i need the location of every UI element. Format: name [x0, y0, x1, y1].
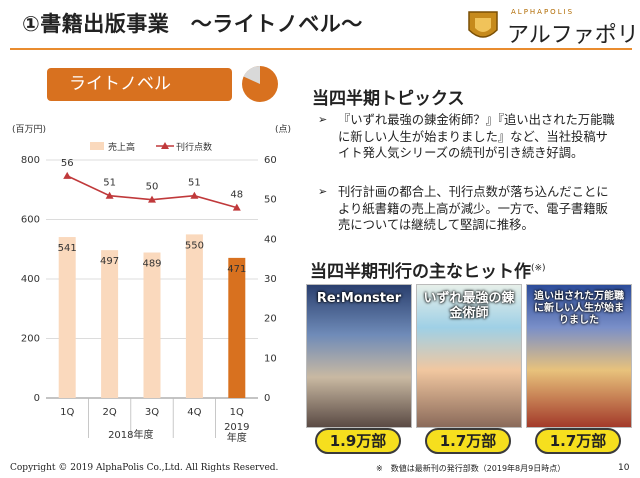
arrow-bullet-icon: ➢ — [318, 113, 328, 126]
y-right-tick-label: 10 — [264, 353, 277, 364]
line-point — [148, 195, 156, 203]
section-badge: ライトノベル — [47, 68, 232, 101]
y-right-tick-label: 0 — [264, 393, 270, 404]
share-pie-icon — [242, 65, 278, 102]
page-title: ①書籍出版事業 ～ライトノベル～ — [22, 12, 363, 36]
topics-heading: 当四半期トピックス — [312, 89, 465, 109]
bars — [58, 234, 246, 398]
bar — [185, 234, 203, 398]
copyright-text: Copyright © 2019 AlphaPolis Co.,Ltd. All… — [10, 463, 279, 473]
y-left-tick-label: 200 — [21, 334, 40, 345]
x-group-label: 年度 — [227, 431, 247, 444]
company-logo: ALPHAPOLIS アルファポリス — [465, 8, 640, 48]
bar — [58, 237, 76, 398]
y-right-tick-label: 20 — [264, 314, 277, 325]
x-group-label: 2018年度 — [108, 428, 153, 441]
y-right-tick-label: 50 — [264, 195, 277, 206]
line-point — [63, 171, 72, 179]
y-left-tick-label: 600 — [21, 215, 40, 226]
y-axis-left-label: (百万円) — [12, 124, 46, 135]
y-right-tick-label: 60 — [264, 155, 277, 166]
y-right-tick-label: 40 — [264, 234, 277, 245]
line-point — [190, 191, 199, 199]
y-left-tick-label: 0 — [34, 393, 40, 404]
sales-chart: (百万円) (点) 売上高 刊行点数 0 200 400 600 800 0 10 20 30 4… — [12, 124, 291, 444]
x-tick-label: 1Q — [230, 407, 244, 418]
sales-pill: 1.7万部 — [535, 428, 621, 454]
legend-swatch-bar — [90, 142, 104, 150]
x-tick-label: 4Q — [187, 407, 201, 418]
line-point — [105, 191, 114, 199]
book-cover-2: いずれ最強の錬金術師 — [416, 284, 522, 428]
topic-bullet: ➢ 刊行計画の都合上、刊行点数が落ち込んだことにより紙書籍の売上高が減少。一方で… — [318, 184, 618, 234]
hits-heading-text: 当四半期刊行の主なヒット作 — [310, 262, 531, 282]
bar-value-label: 471 — [227, 264, 246, 275]
x-group-label: 2019 — [224, 422, 249, 433]
x-tick-label: 1Q — [60, 407, 74, 418]
hits-note-mark: (※) — [531, 263, 546, 274]
bar-value-label: 541 — [58, 243, 77, 254]
y-left-tick-label: 800 — [21, 155, 40, 166]
legend: 売上高 刊行点数 — [90, 141, 212, 153]
page-number: 10 — [618, 463, 630, 473]
bar-value-label: 497 — [100, 256, 119, 267]
topic-text: 刊行計画の都合上、刊行点数が落ち込んだことにより紙書籍の売上高が減少。一方で、電… — [338, 185, 609, 232]
line-value-label: 48 — [230, 190, 243, 201]
book-cover-title: いずれ最強の錬金術師 — [423, 291, 515, 321]
logo-small-text: ALPHAPOLIS — [511, 8, 575, 16]
line-value-label: 50 — [146, 182, 159, 193]
hits-heading: 当四半期刊行の主なヒット作(※) — [310, 257, 546, 282]
bar — [143, 252, 161, 398]
legend-label-line: 刊行点数 — [176, 141, 212, 153]
line-value-label: 56 — [61, 158, 74, 169]
logo-main-text: アルファポリス — [507, 23, 640, 48]
header-divider — [10, 48, 632, 50]
x-tick-label: 3Q — [145, 407, 159, 418]
line-point — [232, 203, 241, 211]
line-value-label: 51 — [103, 178, 116, 189]
arrow-bullet-icon: ➢ — [318, 185, 328, 198]
book-cover-title: 追い出された万能職に新しい人生が始まりました — [534, 291, 624, 326]
x-tick-label: 2Q — [102, 407, 116, 418]
line-series — [63, 171, 241, 211]
book-cover-1: Re:Monster — [306, 284, 412, 428]
legend-label-bar: 売上高 — [108, 141, 135, 153]
data-labels: 541 497 489 550 471 56 51 50 51 48 — [58, 158, 247, 275]
topic-bullet: ➢ 『いずれ最強の錬金術師？』『追い出された万能職に新しい人生が始まりました』な… — [318, 112, 618, 162]
line-value-label: 51 — [188, 178, 201, 189]
y-axis-right-label: (点) — [275, 124, 291, 135]
legend-swatch-marker — [161, 142, 169, 149]
bar — [101, 250, 119, 398]
bar-value-label: 550 — [185, 240, 204, 251]
bar — [228, 257, 246, 398]
bar-value-label: 489 — [142, 259, 161, 270]
logo-emblem-icon — [468, 11, 498, 38]
book-cover-title: Re:Monster — [316, 291, 402, 306]
topic-text: 『いずれ最強の錬金術師？』『追い出された万能職に新しい人生が始まりました』など、… — [338, 113, 615, 160]
y-right-tick-label: 30 — [264, 274, 277, 285]
footnote-text: ※ 数値は最新刊の発行部数（2019年8月9日時点） — [376, 464, 566, 473]
y-left-tick-label: 400 — [21, 274, 40, 285]
sales-pill: 1.9万部 — [315, 428, 401, 454]
sales-pill: 1.7万部 — [425, 428, 511, 454]
book-cover-3: 追い出された万能職に新しい人生が始まりました — [526, 284, 632, 428]
